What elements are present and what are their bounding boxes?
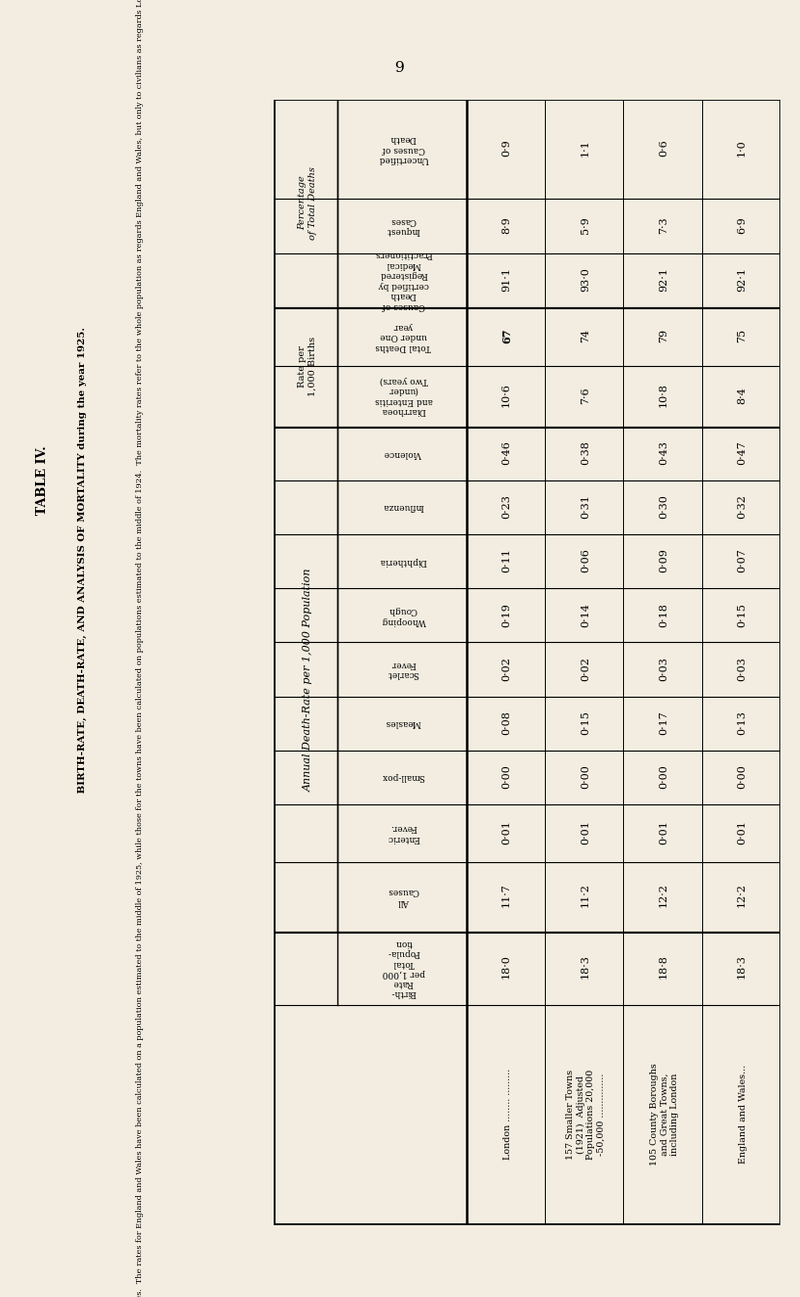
Text: (Provisional figures.  The rates for England and Wales have been calculated on a: (Provisional figures. The rates for Engl… [136, 0, 144, 1297]
Text: 9: 9 [395, 61, 405, 75]
Text: TABLE IV.: TABLE IV. [35, 445, 49, 515]
Text: BIRTH-RATE, DEATH-RATE, AND ANALYSIS OF MORTALITY during the year 1925.: BIRTH-RATE, DEATH-RATE, AND ANALYSIS OF … [78, 327, 86, 792]
